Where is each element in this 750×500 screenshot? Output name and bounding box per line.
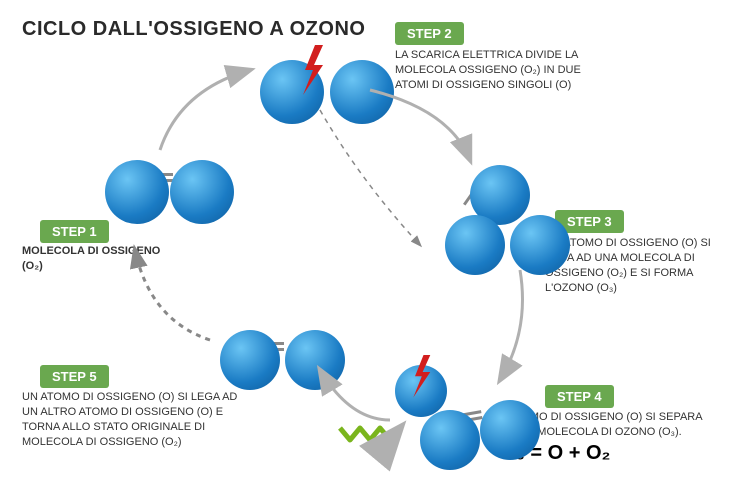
energy-zigzag-icon: [340, 428, 400, 440]
oxygen-atom: [285, 330, 345, 390]
step1-badge: STEP 1: [40, 220, 109, 243]
oxygen-atom: [220, 330, 280, 390]
oxygen-atom: [420, 410, 480, 470]
dashed-arrow: [320, 110, 420, 245]
step2-badge: STEP 2: [395, 22, 464, 45]
oxygen-atom: [260, 60, 324, 124]
step5-desc: UN ATOMO DI OSSIGENO (O) SI LEGA AD UN A…: [22, 390, 252, 449]
oxygen-atom: [105, 160, 169, 224]
step2-desc: LA SCARICA ELETTRICA DIVIDE LA MOLECOLA …: [395, 48, 615, 93]
cycle-arrow: [500, 270, 523, 380]
step1-desc: MOLECOLA DI OSSIGENO (O₂): [22, 244, 182, 274]
oxygen-atom: [395, 365, 447, 417]
oxygen-atom: [480, 400, 540, 460]
oxygen-atom: [445, 215, 505, 275]
cycle-arrow: [160, 70, 250, 150]
step5-badge: STEP 5: [40, 365, 109, 388]
oxygen-atom: [170, 160, 234, 224]
diagram-title: CICLO DALL'OSSIGENO A OZONO: [22, 18, 365, 41]
step3-desc: UN ATOMO DI OSSIGENO (O) SI LEGA AD UNA …: [545, 236, 725, 295]
step4-badge: STEP 4: [545, 385, 614, 408]
oxygen-atom: [330, 60, 394, 124]
oxygen-atom: [510, 215, 570, 275]
